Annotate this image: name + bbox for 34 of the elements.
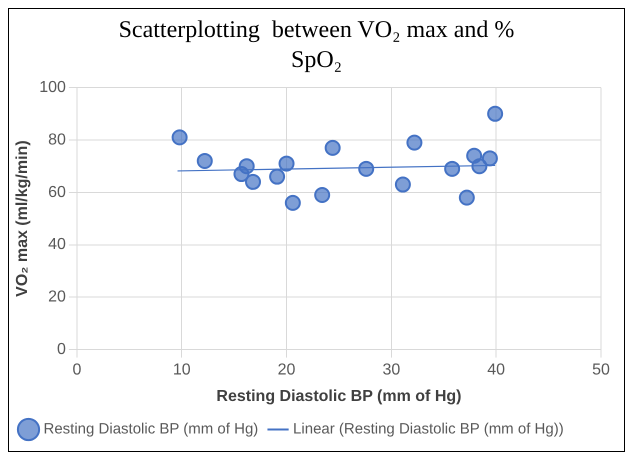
point — [487, 106, 504, 122]
point — [324, 140, 341, 156]
point — [482, 150, 498, 166]
y-tick-label: 100 — [39, 79, 66, 96]
point — [244, 174, 261, 190]
x-tick-label: 20 — [278, 362, 296, 379]
y-axis-title: VO₂ max (ml/kg/min) — [14, 140, 32, 297]
point — [314, 187, 330, 204]
x-tick-label: 50 — [592, 362, 610, 379]
y-tick-label: 60 — [48, 184, 66, 201]
point — [458, 190, 475, 206]
point — [406, 134, 422, 151]
point — [196, 152, 213, 169]
point — [444, 160, 460, 177]
point — [172, 129, 188, 146]
y-tick-label: 40 — [48, 236, 66, 254]
point — [269, 168, 286, 185]
point — [358, 160, 374, 177]
x-tick-label: 10 — [172, 362, 191, 379]
y-tick-label: 80 — [48, 131, 66, 148]
x-tick-label: 30 — [382, 362, 400, 379]
point — [471, 158, 488, 174]
legend-label: Linear (Resting Diastolic BP (mm of Hg)) — [293, 420, 564, 438]
point — [394, 176, 411, 193]
x-axis-title: Resting Diastolic BP (mm of Hg) — [216, 388, 462, 405]
y-tick-label: 20 — [48, 288, 66, 306]
x-tick-label: 0 — [72, 362, 82, 379]
x-tick-label: 40 — [487, 362, 506, 379]
point — [284, 194, 301, 211]
chart-title: Scatterplotting between VO₂ max and % SpO₂ — [118, 16, 516, 75]
point — [278, 156, 295, 172]
point — [233, 166, 250, 182]
legend-label: Resting Diastolic BP (mm of Hg) — [44, 420, 258, 438]
y-tick-label: 0 — [56, 341, 66, 358]
